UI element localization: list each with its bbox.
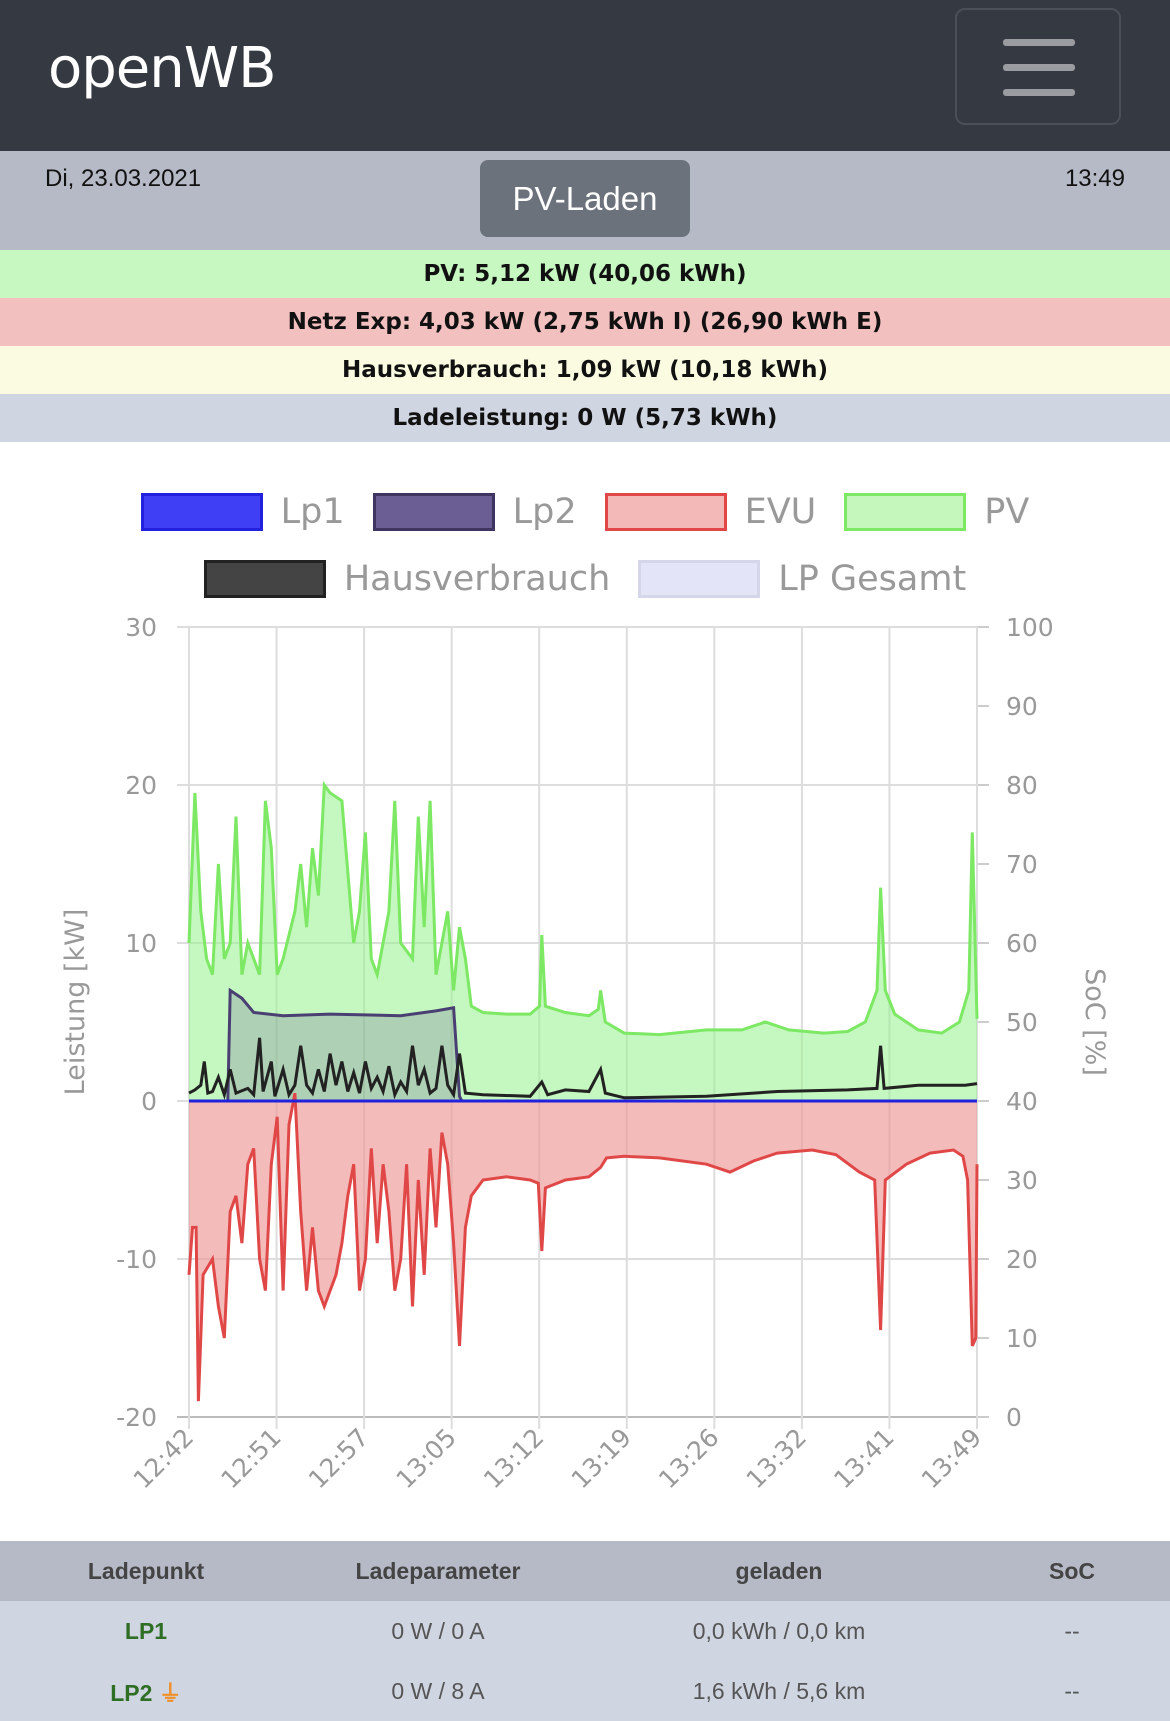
y2-tick-label: 90 (1006, 692, 1038, 721)
legend-item-lp2[interactable]: Lp2 (372, 492, 577, 532)
brand-logo[interactable]: openWB (48, 36, 277, 101)
y-tick-label: 30 (125, 613, 157, 642)
grid-summary: Netz Exp: 4,03 kW (2,75 kWh I) (26,90 kW… (0, 298, 1170, 346)
evu-line (187, 1092, 979, 1402)
y-axis-title: Leistung [kW] (60, 909, 91, 1096)
y2-tick-label: 0 (1006, 1403, 1022, 1432)
col-header: Ladeparameter (355, 1557, 521, 1584)
x-tick-label: 12:57 (303, 1423, 374, 1494)
lp-name-cell[interactable]: LP2 ⏚ (0, 1674, 292, 1708)
y-tick-label: 0 (141, 1087, 157, 1116)
y2-tick-label: 20 (1006, 1245, 1038, 1274)
legend-item-evu[interactable]: EVU (604, 492, 817, 532)
y2-tick-label: 10 (1006, 1324, 1038, 1353)
legend-swatch (844, 493, 967, 531)
hamburger-icon (1003, 39, 1075, 46)
table-header: Ladepunkt Ladeparameter geladen SoC (0, 1541, 1170, 1601)
legend-swatch (140, 493, 263, 531)
pv-summary: PV: 5,12 kW (40,06 kWh) (0, 250, 1170, 298)
hamburger-icon-bar (1003, 64, 1075, 71)
lp-charged: 0,0 kWh / 0,0 km (692, 1617, 866, 1644)
x-tick-label: 13:19 (566, 1423, 637, 1494)
hamburger-icon-bar (1003, 89, 1075, 96)
x-tick-label: 13:26 (653, 1423, 724, 1494)
y2-tick-label: 60 (1006, 929, 1038, 958)
table-row[interactable]: LP2 ⏚ 0 W / 8 A 1,6 kWh / 5,6 km -- (0, 1661, 1170, 1721)
legend-swatch (372, 493, 495, 531)
lp-name[interactable]: LP1 (124, 1617, 168, 1644)
legend-swatch (638, 560, 761, 598)
y2-axis-title: SoC [%] (1079, 968, 1110, 1076)
lp-soc: -- (1064, 1617, 1080, 1644)
chart-legend-row-1: Lp1 Lp2 EVU PV (0, 492, 1170, 532)
house-summary: Hausverbrauch: 1,09 kW (10,18 kWh) (0, 346, 1170, 394)
y-tick-label: 10 (125, 929, 157, 958)
legend-label: EVU (744, 492, 817, 532)
y2-tick-label: 80 (1006, 771, 1038, 800)
charge-summary: Ladeleistung: 0 W (5,73 kWh) (0, 394, 1170, 442)
power-chart: 3020100-10-20100908070605040302010012:42… (60, 613, 1110, 1494)
pv-line (187, 780, 979, 1037)
time: 13:49 (1064, 165, 1125, 192)
lp-soc: -- (1064, 1677, 1080, 1704)
table-row[interactable]: LP1 0 W / 0 A 0,0 kWh / 0,0 km -- (0, 1601, 1170, 1661)
evu-area (189, 1093, 977, 1402)
y-tick-label: 20 (125, 771, 157, 800)
legend-item-hausverbrauch[interactable]: Hausverbrauch (203, 559, 611, 599)
legend-label: PV (984, 492, 1030, 532)
legend-label: Lp2 (512, 492, 577, 532)
x-tick-label: 13:49 (916, 1423, 987, 1494)
x-tick-label: 12:51 (215, 1423, 286, 1494)
plug-icon: ⏚ (158, 1680, 182, 1706)
chart-legend-row-2: Hausverbrauch LP Gesamt (0, 559, 1170, 599)
lp-charged: 1,6 kWh / 5,6 km (692, 1677, 866, 1704)
legend-label: Hausverbrauch (343, 559, 611, 599)
lp-param: 0 W / 8 A (391, 1677, 485, 1704)
navbar: openWB (0, 0, 1170, 151)
y2-tick-label: 70 (1006, 850, 1038, 879)
x-tick-label: 12:42 (128, 1423, 199, 1494)
lp-name[interactable]: LP2 (110, 1680, 153, 1706)
col-header: SoC (1049, 1557, 1095, 1584)
legend-label: Lp1 (280, 492, 345, 532)
menu-button[interactable] (955, 8, 1121, 125)
y2-tick-label: 40 (1006, 1087, 1038, 1116)
status-bar: Di, 23.03.2021 PV-Laden 13:49 (0, 151, 1170, 250)
x-tick-label: 13:41 (828, 1423, 899, 1494)
x-tick-label: 13:12 (478, 1423, 549, 1494)
lp-param: 0 W / 0 A (391, 1617, 485, 1644)
legend-item-lp-gesamt[interactable]: LP Gesamt (638, 559, 966, 599)
y-tick-label: -10 (116, 1245, 157, 1274)
x-tick-label: 13:05 (390, 1423, 461, 1494)
date: Di, 23.03.2021 (45, 165, 202, 192)
y2-tick-label: 50 (1006, 1008, 1038, 1037)
legend-swatch (203, 560, 326, 598)
legend-swatch (604, 493, 727, 531)
x-tick-label: 13:32 (741, 1423, 812, 1494)
y2-tick-label: 30 (1006, 1166, 1038, 1195)
legend-label: LP Gesamt (778, 559, 967, 599)
hausverbrauch-line (188, 1037, 978, 1101)
charge-point-table: Ladepunkt Ladeparameter geladen SoC LP1 … (0, 1541, 1170, 1721)
charge-mode-button[interactable]: PV-Laden (480, 160, 690, 237)
legend-item-lp1[interactable]: Lp1 (140, 492, 345, 532)
col-header: geladen (735, 1557, 823, 1584)
lp2-line (189, 987, 977, 1103)
col-header: Ladepunkt (87, 1557, 205, 1584)
y2-tick-label: 100 (1006, 613, 1054, 642)
legend-item-pv[interactable]: PV (844, 492, 1029, 532)
pv-area (189, 785, 977, 1101)
y-tick-label: -20 (116, 1403, 157, 1432)
